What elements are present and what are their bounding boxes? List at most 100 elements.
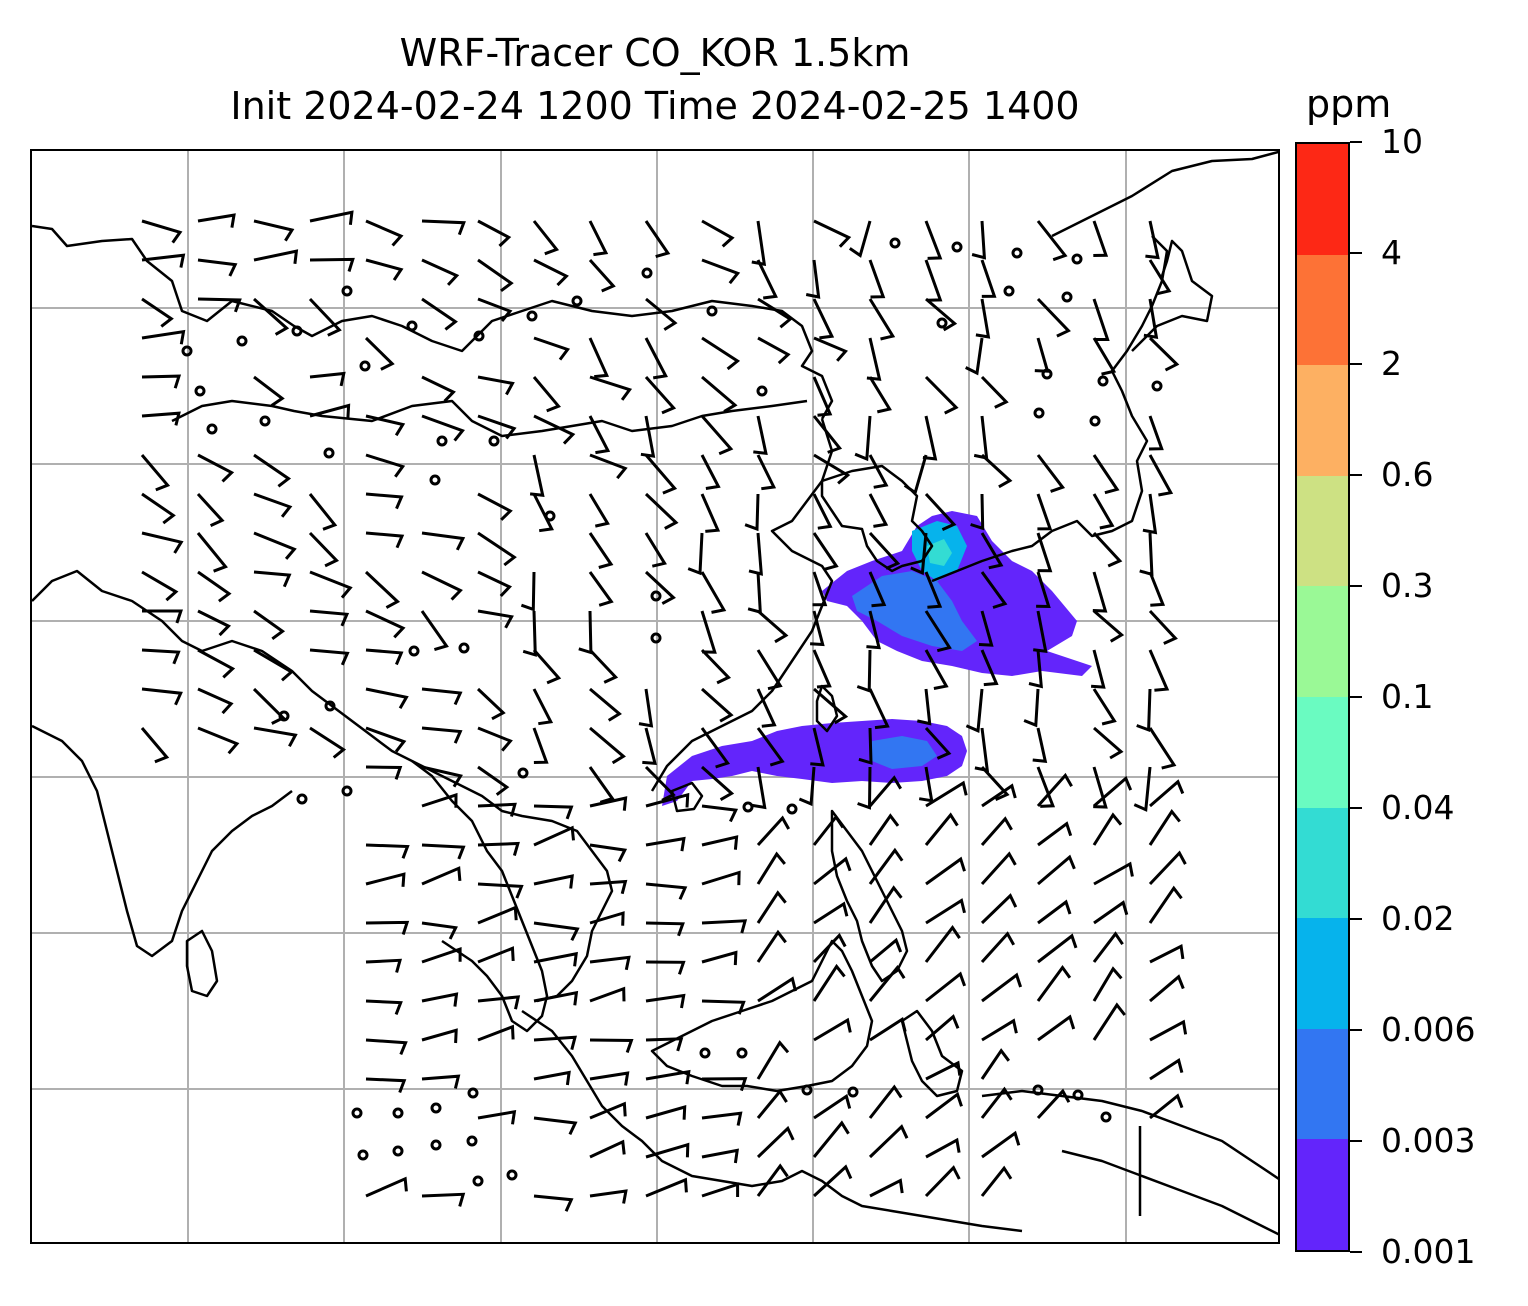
plume-south-mid	[872, 736, 937, 769]
wind-barb	[813, 336, 848, 362]
wind-barb	[812, 1164, 853, 1198]
wind-barb	[421, 531, 466, 551]
wind-barb	[1092, 493, 1115, 530]
wind-barb	[869, 1017, 907, 1042]
wind-barb	[924, 610, 952, 653]
wind-barb	[812, 532, 839, 571]
wind-barb	[868, 298, 896, 341]
wind-barb	[701, 1111, 743, 1126]
colorbar-tick	[1350, 363, 1362, 365]
wind-barb	[756, 815, 791, 847]
wind-barb	[700, 493, 721, 533]
wind-barb-calm	[194, 385, 206, 397]
wind-barb	[848, 220, 872, 258]
wind-barb	[421, 258, 460, 286]
wind-barb	[925, 1091, 963, 1120]
wind-barb	[980, 532, 1004, 570]
wind-barb	[421, 921, 458, 940]
wind-barb	[1037, 1014, 1076, 1042]
wind-barb	[644, 532, 667, 568]
wind-barb	[1036, 571, 1051, 609]
wind-barb	[925, 1014, 960, 1042]
wind-barb	[365, 609, 406, 639]
wind-barb	[1139, 532, 1154, 577]
wind-barb	[1142, 493, 1158, 535]
wind-barb	[854, 415, 872, 462]
colorbar-segment	[1297, 697, 1348, 808]
wind-barb	[701, 835, 739, 850]
wind-barb	[918, 766, 934, 803]
plume-korea-mid	[852, 571, 977, 651]
wind-barb	[753, 415, 768, 456]
wind-barb	[981, 1018, 1018, 1042]
wind-barb-calm	[1032, 1084, 1044, 1096]
wind-barb	[533, 414, 576, 445]
wind-barb	[365, 765, 403, 780]
wind-barb	[700, 648, 732, 685]
wind-barb	[701, 765, 735, 802]
wind-barb	[868, 1124, 909, 1159]
wind-barb	[532, 688, 554, 726]
wind-barb	[1092, 931, 1124, 963]
wind-barb	[700, 415, 734, 456]
wind-barb	[1036, 1088, 1071, 1120]
wind-barb	[644, 376, 677, 415]
wind-barb	[589, 879, 628, 895]
colorbar-tick	[1350, 474, 1362, 476]
wind-barb	[1032, 727, 1048, 764]
wind-barb	[529, 454, 545, 498]
wind-barb-calm	[650, 632, 662, 644]
wind-barb	[981, 972, 1023, 1003]
wind-barb	[868, 885, 903, 924]
wind-barb	[1148, 609, 1178, 645]
wind-barb-calm	[742, 801, 754, 813]
wind-barb	[980, 375, 1009, 409]
wind-barbs	[140, 210, 1188, 1212]
map-panel	[30, 149, 1280, 1244]
wind-barb	[644, 337, 668, 380]
wind-barb-calm	[756, 385, 768, 397]
wind-barb	[980, 851, 1017, 886]
wind-barb	[141, 531, 184, 554]
wind-barb	[589, 1139, 626, 1159]
wind-barb	[925, 856, 966, 886]
wind-barb	[533, 1070, 571, 1086]
colorbar-segment	[1297, 1139, 1348, 1250]
wind-barb-calm	[506, 1169, 518, 1181]
wind-barb	[748, 532, 763, 576]
wind-barb	[421, 947, 462, 964]
wind-barb	[925, 1137, 961, 1159]
wind-barb	[1092, 298, 1110, 341]
colorbar-tick	[1350, 918, 1362, 920]
wind-barb	[589, 726, 626, 765]
wind-barb	[533, 1035, 577, 1050]
colorbar-tick-label: 0.1	[1381, 677, 1434, 716]
wind-barb-calm	[430, 1102, 442, 1114]
wind-barb	[812, 963, 846, 1002]
wind-barb	[477, 375, 515, 396]
wind-barb	[365, 258, 404, 281]
wind-barb-calm	[1100, 1111, 1112, 1123]
wind-barb	[971, 220, 987, 260]
wind-barb	[980, 259, 997, 298]
wind-barb	[980, 816, 1013, 846]
wind-barb	[1093, 775, 1133, 808]
wind-barb	[812, 571, 828, 607]
wind-barb	[868, 259, 886, 299]
coastline-indochina	[411, 760, 549, 1033]
colorbar-tick	[1350, 141, 1362, 143]
wind-barb	[588, 493, 610, 528]
colorbar-tick	[1350, 1140, 1362, 1142]
wind-barb	[421, 792, 458, 808]
wind-barb	[812, 932, 847, 964]
wind-barb	[477, 414, 517, 440]
wind-barb-calm	[259, 415, 271, 427]
wind-barb	[700, 571, 727, 614]
wind-barb	[365, 1038, 408, 1055]
coastline-china-north	[32, 224, 834, 420]
wind-barb-calm	[392, 1107, 404, 1119]
wind-barb	[924, 925, 961, 963]
wind-barb	[1037, 854, 1076, 886]
wind-barb	[141, 492, 176, 525]
wind-barb	[1037, 899, 1072, 925]
